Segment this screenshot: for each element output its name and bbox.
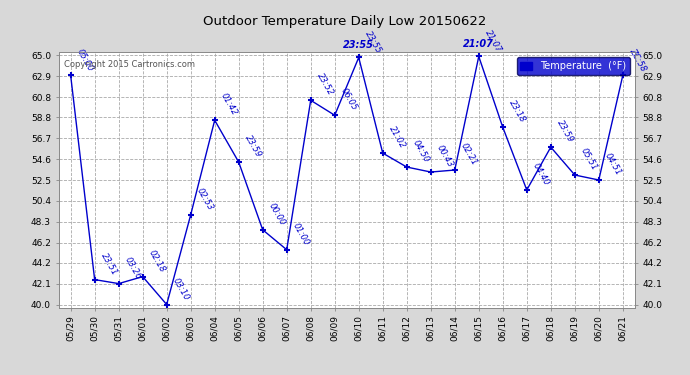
Text: 23:18: 23:18: [507, 99, 527, 124]
Text: 04:51: 04:51: [603, 152, 623, 177]
Text: 05:51: 05:51: [579, 147, 599, 172]
Text: 03:10: 03:10: [171, 276, 191, 302]
Text: 21:02: 21:02: [387, 125, 407, 150]
Text: 03:26: 03:26: [123, 255, 143, 281]
Text: 21:07: 21:07: [483, 28, 503, 54]
Text: 02:53: 02:53: [195, 186, 215, 212]
Text: ZC:58: ZC:58: [627, 46, 647, 73]
Text: 04:40: 04:40: [531, 162, 551, 187]
Text: 21:07: 21:07: [463, 39, 494, 48]
Text: 06:05: 06:05: [339, 87, 359, 112]
Text: 23:55: 23:55: [344, 39, 374, 50]
Text: 00:00: 00:00: [267, 201, 287, 227]
Text: 23:55: 23:55: [363, 29, 383, 55]
Text: 02:21: 02:21: [459, 142, 479, 167]
Text: 00:43: 00:43: [435, 144, 455, 169]
Text: 23:51: 23:51: [99, 251, 119, 277]
Legend: Temperature  (°F): Temperature (°F): [517, 57, 630, 75]
Text: 01:42: 01:42: [219, 92, 239, 117]
Text: Copyright 2015 Cartronics.com: Copyright 2015 Cartronics.com: [64, 60, 195, 69]
Text: 23:59: 23:59: [555, 119, 575, 144]
Text: Outdoor Temperature Daily Low 20150622: Outdoor Temperature Daily Low 20150622: [204, 15, 486, 28]
Text: 23:52: 23:52: [315, 72, 335, 98]
Text: 02:18: 02:18: [147, 248, 167, 274]
Text: 05:00: 05:00: [75, 47, 95, 73]
Text: 23:59: 23:59: [243, 134, 263, 159]
Text: 01:00: 01:00: [291, 221, 311, 247]
Text: 04:50: 04:50: [411, 139, 431, 164]
